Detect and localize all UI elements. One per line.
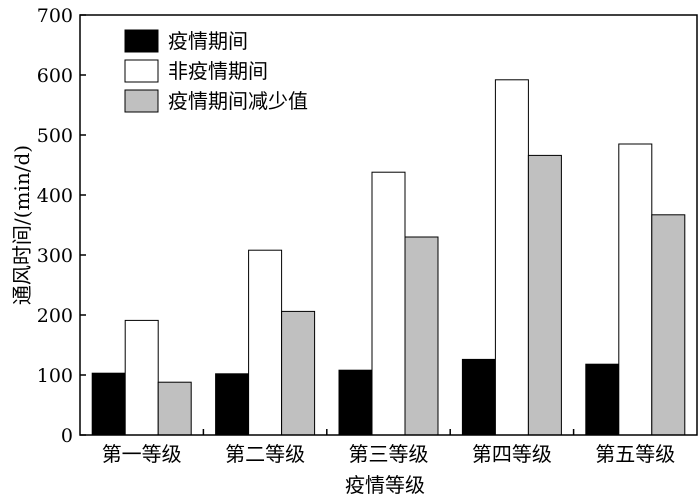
legend-label-series-3: 疫情期间减少值: [168, 89, 308, 113]
bar-category-2-series-3: [281, 310, 316, 436]
bar-category-1-series-1: [91, 372, 126, 436]
bar-category-3-series-2: [371, 171, 406, 436]
y-axis: 0 100 200 300 400 500 600 700: [37, 5, 86, 447]
legend-swatch-series-2: [124, 59, 159, 83]
bar-category-4-series-1: [461, 358, 496, 436]
legend-swatch-series-3: [124, 89, 159, 113]
legend-swatch-series-1: [124, 29, 159, 53]
x-axis-title: 疫情等级: [345, 473, 425, 497]
y-axis-title: 通风时间/(min/d): [10, 145, 34, 305]
bar-category-1-series-3: [157, 381, 192, 436]
y-tick-label: 400: [37, 185, 73, 207]
bar-category-1-series-2: [124, 319, 159, 436]
y-tick-label: 0: [61, 425, 73, 447]
x-axis: 第一等级 第二等级 第三等级 第四等级 第五等级: [102, 429, 675, 466]
x-tick-label: 第一等级: [102, 442, 182, 466]
y-tick-label: 600: [37, 65, 73, 87]
legend: 疫情期间 非疫情期间 疫情期间减少值: [124, 29, 308, 113]
x-tick-label: 第三等级: [349, 442, 429, 466]
bar-category-5-series-3: [651, 214, 686, 436]
bar-category-2-series-2: [248, 249, 283, 436]
y-tick-label: 500: [37, 125, 73, 147]
y-tick-label: 300: [37, 245, 73, 267]
x-tick-label: 第四等级: [472, 442, 552, 466]
bar-category-4-series-2: [494, 79, 529, 436]
y-tick-label: 200: [37, 305, 73, 327]
bar-category-3-series-3: [404, 236, 439, 436]
legend-label-series-2: 非疫情期间: [168, 59, 268, 83]
bar-category-2-series-1: [215, 373, 250, 436]
bars-layer: [91, 79, 686, 436]
y-tick-label: 100: [37, 365, 73, 387]
y-tick-label: 700: [37, 5, 73, 27]
x-tick-label: 第二等级: [225, 442, 305, 466]
bar-category-4-series-3: [527, 154, 562, 436]
bar-category-3-series-1: [338, 369, 373, 436]
bar-category-5-series-2: [618, 143, 653, 436]
plot-frame: [79, 14, 698, 436]
bar-category-5-series-1: [585, 363, 620, 436]
legend-label-series-1: 疫情期间: [168, 29, 248, 53]
x-tick-label: 第五等级: [595, 442, 675, 466]
